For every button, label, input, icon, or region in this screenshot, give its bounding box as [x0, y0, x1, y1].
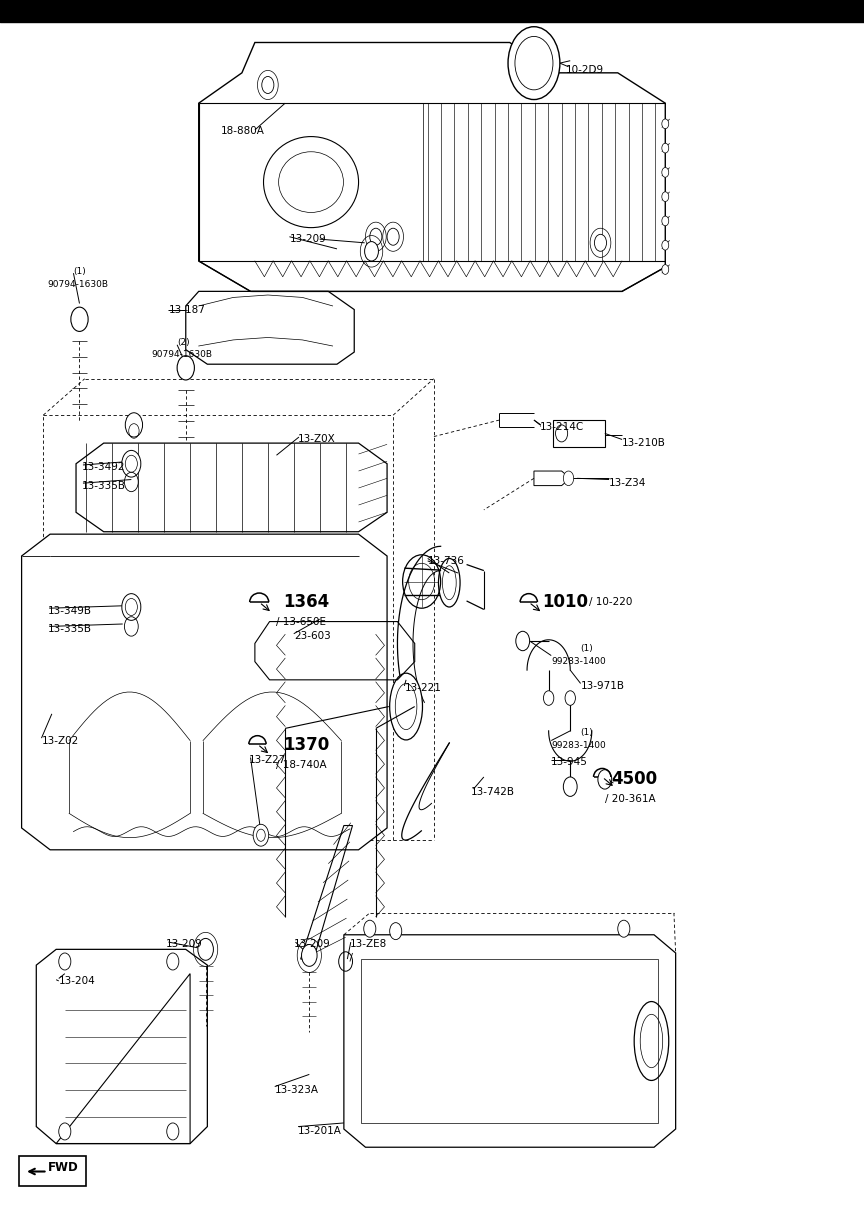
Polygon shape: [76, 443, 387, 532]
Bar: [553, 420, 605, 447]
Text: / 18-740A: / 18-740A: [276, 760, 327, 770]
Text: 99283-1400: 99283-1400: [551, 741, 606, 750]
Circle shape: [167, 1123, 179, 1140]
Text: (1): (1): [581, 727, 594, 737]
Text: 13-335B: 13-335B: [48, 624, 92, 634]
Circle shape: [543, 691, 554, 705]
Circle shape: [364, 920, 376, 937]
Text: 13-736: 13-736: [428, 556, 465, 566]
Circle shape: [365, 242, 378, 261]
Text: 13-Z02: 13-Z02: [41, 736, 79, 745]
Text: 13-210B: 13-210B: [622, 438, 666, 448]
Text: 18-880A: 18-880A: [220, 126, 264, 136]
Circle shape: [198, 938, 213, 960]
Circle shape: [122, 450, 141, 477]
Circle shape: [387, 228, 399, 245]
Text: 13-742B: 13-742B: [471, 787, 515, 796]
Circle shape: [618, 920, 630, 937]
Text: 13-201A: 13-201A: [298, 1127, 342, 1136]
Circle shape: [662, 192, 669, 202]
Circle shape: [556, 425, 568, 442]
Circle shape: [167, 953, 179, 970]
Text: 99283-1400: 99283-1400: [551, 657, 606, 666]
Circle shape: [662, 265, 669, 274]
Text: / 10-220: / 10-220: [589, 597, 632, 607]
Ellipse shape: [390, 673, 422, 739]
Ellipse shape: [438, 558, 460, 607]
Text: / 20-361A: / 20-361A: [605, 794, 656, 804]
Text: 4500: 4500: [612, 771, 658, 788]
Text: 13-323A: 13-323A: [275, 1085, 319, 1095]
Text: 10-2D9: 10-2D9: [566, 66, 604, 75]
Text: 13-349B: 13-349B: [48, 606, 92, 615]
Text: 13-Z34: 13-Z34: [609, 478, 646, 488]
Circle shape: [125, 413, 143, 437]
Circle shape: [565, 691, 575, 705]
Circle shape: [594, 234, 607, 251]
Text: 13-221: 13-221: [404, 683, 442, 693]
Circle shape: [262, 76, 274, 93]
Text: 13-204: 13-204: [59, 976, 96, 986]
Circle shape: [370, 228, 382, 245]
Circle shape: [71, 307, 88, 331]
Text: 13-Z27: 13-Z27: [249, 755, 286, 765]
Text: 13-Z0X: 13-Z0X: [298, 435, 336, 444]
Text: 1364: 1364: [283, 594, 330, 611]
Text: 13-209: 13-209: [166, 940, 203, 949]
Text: (1): (1): [73, 267, 86, 277]
Text: 13-335B: 13-335B: [82, 481, 126, 490]
Text: 13-209: 13-209: [289, 234, 327, 244]
Circle shape: [662, 216, 669, 226]
Text: FWD: FWD: [48, 1162, 79, 1174]
Circle shape: [662, 119, 669, 129]
Circle shape: [302, 944, 317, 966]
Text: 13-209: 13-209: [294, 940, 331, 949]
Text: 90794-1630B: 90794-1630B: [48, 279, 109, 289]
Text: 23-603: 23-603: [294, 631, 331, 641]
Text: 13-214C: 13-214C: [540, 422, 584, 432]
Text: 1010: 1010: [543, 594, 588, 611]
Circle shape: [508, 27, 560, 100]
Bar: [361, 959, 658, 1123]
Circle shape: [59, 1123, 71, 1140]
Text: / 13-650E: / 13-650E: [276, 617, 327, 626]
Circle shape: [390, 923, 402, 940]
Text: (1): (1): [581, 643, 594, 653]
Polygon shape: [22, 534, 387, 850]
Circle shape: [662, 168, 669, 177]
Text: 13-ZE8: 13-ZE8: [350, 940, 387, 949]
Text: 13-187: 13-187: [168, 305, 206, 314]
Circle shape: [563, 471, 574, 486]
Circle shape: [563, 777, 577, 796]
Text: 90794-1630B: 90794-1630B: [151, 350, 213, 359]
Circle shape: [662, 240, 669, 250]
Text: 13-945: 13-945: [551, 758, 588, 767]
Text: 13-971B: 13-971B: [581, 681, 625, 691]
Circle shape: [662, 143, 669, 153]
Circle shape: [177, 356, 194, 380]
Text: 13-3492: 13-3492: [82, 463, 125, 472]
Circle shape: [516, 631, 530, 651]
Circle shape: [598, 770, 612, 789]
Text: 1370: 1370: [283, 737, 330, 754]
Text: (2): (2): [177, 337, 190, 347]
Circle shape: [59, 953, 71, 970]
Circle shape: [253, 824, 269, 846]
Circle shape: [122, 594, 141, 620]
